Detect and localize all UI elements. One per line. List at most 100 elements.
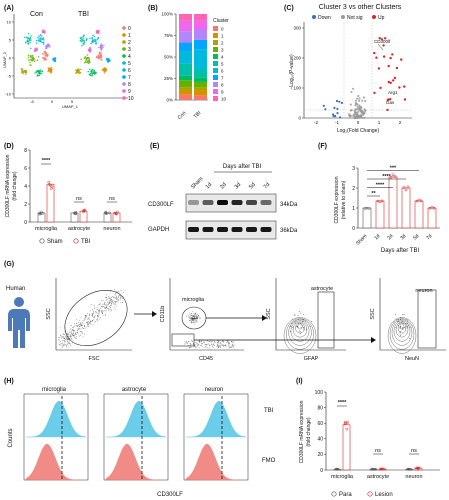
panel-d-x-ticks: microglia astrocyte neuron	[35, 226, 121, 232]
data-point	[402, 186, 406, 189]
data-point	[417, 466, 420, 470]
ytick: 4	[24, 184, 27, 190]
data-point	[382, 467, 386, 471]
data-point	[50, 187, 53, 190]
data-point	[47, 180, 51, 184]
data-point	[389, 176, 393, 179]
panel-a-tbi-title: TBI	[78, 11, 89, 18]
legend-label: 2	[221, 41, 224, 46]
panel-a-xlabel: UMAP_1	[62, 104, 79, 109]
legend-swatch	[213, 33, 218, 38]
legend-swatch	[213, 82, 218, 87]
gene-arg1-label: Arg1	[388, 90, 398, 95]
data-point	[393, 175, 397, 178]
legend-swatch	[213, 61, 218, 66]
kda-36: 36kDa	[280, 228, 298, 234]
band-cd300lf	[202, 200, 214, 205]
ytick: 100	[315, 390, 324, 396]
data-point	[104, 211, 108, 215]
data-point	[72, 211, 76, 215]
bar	[388, 176, 398, 229]
panel-b-label: (B)	[148, 5, 158, 12]
xtick: Sham	[355, 233, 368, 246]
panel-i-legend: Para Lesion	[331, 491, 393, 498]
panel-b-legend: 0 1 2 3 4 5 6 7 8 9 10	[213, 26, 227, 102]
panel-e-lane-labels: Sham 1d 2d 3d 5d 7d	[190, 176, 271, 191]
legend-label: 1	[128, 33, 131, 39]
stack-segment	[194, 95, 207, 100]
ytick: 1	[352, 206, 355, 212]
bar	[362, 207, 372, 229]
ytick: 0	[352, 226, 355, 232]
xtick: 2d	[386, 233, 394, 241]
panel-i-y-ticks: 100 80 60 40 20 0	[315, 390, 326, 474]
panel-a-y-ticks: 10 5 0 -5 -10	[5, 20, 14, 97]
legend-label: 8	[128, 82, 131, 88]
panel-b-ytick: 100%	[161, 12, 173, 17]
gene-gas-label: Gas	[386, 100, 395, 105]
panel-b-xtick-con: Con	[177, 110, 188, 121]
panel-c-x-ticks: -2 -1 0 1 2	[314, 120, 402, 125]
panel-b-ytick: 0%	[166, 98, 173, 103]
panel-f-bars	[362, 173, 437, 229]
data-point	[336, 467, 340, 471]
panel-c-ylabel: −Log₁₀(P-value)	[289, 54, 295, 90]
legend-label: 1	[221, 34, 224, 39]
histogram	[185, 443, 246, 481]
histogram	[106, 400, 167, 438]
panel-d-bars	[37, 180, 121, 223]
plot3-gate-label: astrocyte	[311, 286, 333, 292]
legend-label: 6	[128, 68, 131, 74]
hist-title: microglia	[42, 387, 67, 393]
stack-segment	[194, 81, 207, 88]
bar	[401, 187, 411, 229]
data-point	[391, 173, 395, 177]
umap-tbi-scatter	[75, 29, 111, 77]
legend-swatch	[122, 33, 126, 37]
panel-e-header: Days after TBI	[223, 164, 262, 170]
band-cd300lf	[260, 200, 272, 205]
data-point	[82, 209, 85, 212]
panel-g-label: (G)	[4, 261, 14, 268]
panel-a-label: (A)	[4, 5, 14, 12]
legend-label: 6	[221, 69, 224, 74]
plot3-ylabel: SSC	[266, 308, 272, 319]
sig-label: ****	[382, 174, 391, 180]
kda-34: 34kDa	[280, 202, 298, 208]
human-icon	[8, 297, 30, 348]
sig-label: ****	[376, 183, 385, 189]
panel-f-x-ticks: Sham 1d 2d 3d 5d 7d	[355, 233, 434, 247]
band-cd300lf	[231, 200, 243, 205]
data-point	[432, 206, 436, 210]
legend-down-dot	[312, 15, 316, 19]
flow-plot-neun-ssc	[379, 278, 446, 354]
legend-label: 0	[221, 27, 224, 32]
plot2-gate-label: microglia	[182, 297, 205, 303]
lane-label: 2d	[219, 182, 228, 191]
legend-up-dot	[372, 15, 376, 19]
legend-swatch	[122, 68, 126, 72]
plot4-gate-label: neuron	[415, 288, 432, 294]
blot-gapdh	[185, 220, 277, 240]
ytick: 8	[24, 148, 27, 154]
legend-label: 9	[221, 90, 224, 95]
hist-title: neuron	[205, 387, 224, 393]
ytick: 2	[352, 186, 355, 192]
panel-d-y-ticks: 8 6 4 2 0	[24, 148, 30, 226]
histogram	[26, 400, 87, 438]
legend-para: Para	[339, 492, 352, 498]
xtick: neuron	[103, 226, 120, 232]
panel-c-ytick: 300	[293, 26, 301, 31]
bar	[46, 183, 55, 223]
data-point	[404, 188, 408, 192]
lane-label: 7d	[263, 182, 272, 191]
panel-f-xlabel: Days after TBI	[381, 248, 420, 254]
panel-b-xtick-tbi: TBI	[193, 110, 203, 120]
data-point	[381, 467, 384, 471]
panel-c-xtick: 2	[399, 120, 402, 125]
flow-plot-cd45-cd11b	[169, 278, 244, 351]
data-point	[370, 467, 374, 471]
plot4-xlabel: NeuN	[405, 356, 419, 362]
panel-c-y-ticks: 300 200 100 0	[293, 26, 304, 121]
row-cd300lf-label: CD300LF	[148, 202, 174, 208]
